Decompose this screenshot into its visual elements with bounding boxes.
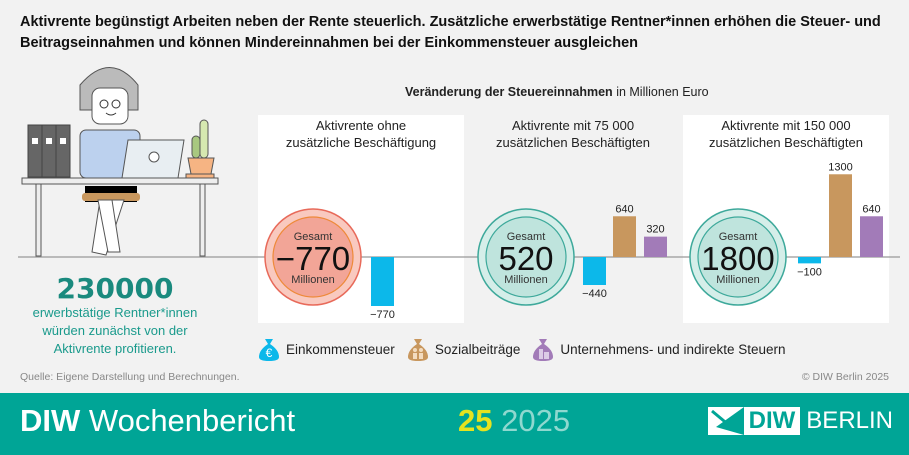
bar-einkommensteuer [583,257,606,285]
total-value: −770 [276,240,350,277]
total-label: Gesamt [294,231,333,243]
total-label: Gesamt [719,231,758,243]
subtitle-bold: Veränderung der Steuereinnahmen [405,85,613,99]
euro-moneybag-icon: € [259,339,279,361]
bar-value-label: 1300 [828,161,852,173]
legend-item-unternehmenssteuern: Unternehmens- und indirekte Steuern [530,336,786,362]
legend-item-einkommensteuer: € Einkommensteuer [256,336,395,362]
bar-unternehmens- [644,236,667,257]
total-label: Gesamt [507,231,546,243]
buildings-moneybag-icon [533,339,554,361]
highlight-text: erwerbstätige Rentner*innen würden zunäch… [32,305,198,356]
copyright: © DIW Berlin 2025 [801,371,889,383]
people-moneybag-icon [407,339,428,361]
bar-einkommensteuer [371,257,394,306]
bar-unternehmens- [860,216,883,257]
headline: Aktivrente begünstigt Arbeiten neben der… [20,14,881,51]
bar-value-label: −770 [370,309,395,321]
panel-title-3: Aktivrente mit 150 000 zusätzlichen Besch… [709,118,863,150]
footer-issue: 25 2025 [458,403,571,438]
bar-sozialbeiträge [613,216,636,257]
total-value: 520 [498,240,553,277]
source-note: Quelle: Eigene Darstellung und Berechnun… [20,371,240,383]
footer: DIW Wochenbericht 25 2025 DIW BERLIN [0,393,909,455]
footer-brand: DIW Wochenbericht [20,403,296,438]
bar-sozialbeiträge [829,174,852,257]
total-unit: Millionen [291,274,334,286]
bar-value-label: −440 [582,288,607,300]
panel-title-1: Aktivrente ohne zusätzliche Beschäftigung [285,118,437,150]
legend-item-sozialbeitraege: Sozialbeiträge [405,336,520,362]
chart-subtitle: Veränderung der Steuereinnahmen in Milli… [405,85,709,99]
total-unit: Millionen [716,274,759,286]
bar-einkommensteuer [798,257,821,264]
illustration-office-woman [18,67,900,258]
chart: Gesamt−770Millionen−770Gesamt520Millione… [18,67,900,321]
bar-value-label: 640 [862,203,880,215]
panel-title-2: Aktivrente mit 75 000 zusätzlichen Beschä… [496,118,650,150]
diw-logo-mark-icon [707,407,744,435]
diw-berlin-logo: DIW BERLIN [707,407,893,435]
subtitle-unit: in Millionen Euro [616,85,709,99]
total-value: 1800 [701,240,774,277]
bar-value-label: 640 [615,203,633,215]
bar-value-label: −100 [797,266,822,278]
bar-value-label: 320 [646,224,664,236]
svg-text:€: € [266,346,273,360]
highlight-number: 230000 [56,272,174,305]
total-unit: Millionen [504,274,547,286]
legend: € Einkommensteuer Sozialbeiträge Unterne… [256,336,796,362]
